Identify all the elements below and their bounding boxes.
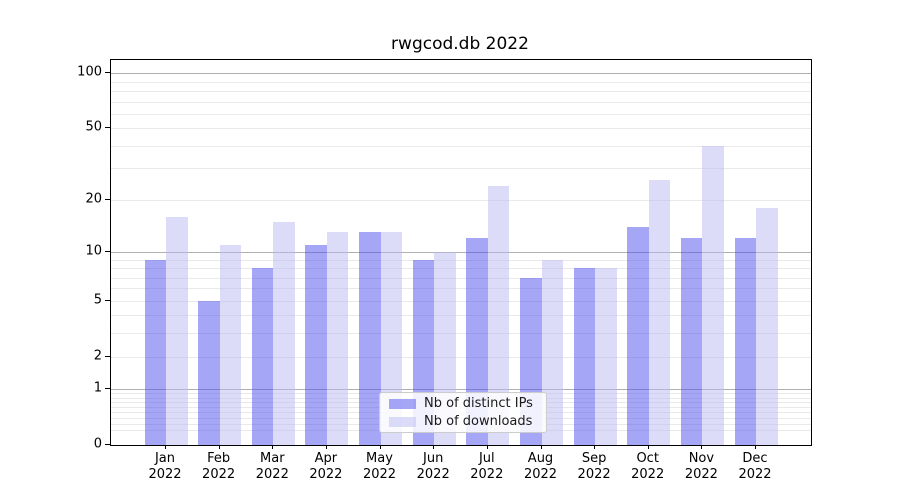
- x-tick-label-oct-2022: Oct 2022: [631, 451, 665, 482]
- bar-mar-2022-ips: [251, 268, 274, 445]
- x-tick-mark-8: [540, 445, 542, 449]
- legend: Nb of distinct IPs Nb of downloads: [379, 392, 547, 433]
- y-tick-mark-0: [105, 444, 110, 445]
- gridline-9: [111, 259, 811, 261]
- gridline-40: [111, 145, 811, 147]
- gridline-3: [111, 333, 811, 335]
- y-tick-mark-2: [105, 355, 110, 357]
- x-tick-mark-2: [218, 445, 220, 449]
- y-tick-label-2: 2: [93, 348, 102, 363]
- legend-label-ips: Nb of distinct IPs: [424, 395, 533, 411]
- gridline-70: [111, 101, 811, 103]
- legend-swatch-downloads: [389, 416, 416, 427]
- bar-apr-2022-downloads: [326, 232, 349, 445]
- gridline-5: [111, 300, 811, 302]
- legend-row-ips: Nb of distinct IPs: [380, 396, 546, 412]
- x-tick-label-apr-2022: Apr 2022: [309, 451, 343, 482]
- y-tick-label-0: 0: [93, 436, 102, 452]
- gridline-8: [111, 268, 811, 269]
- y-tick-label-10: 10: [85, 243, 102, 259]
- bar-jul-2022-downloads: [487, 185, 510, 445]
- bar-may-2022-ips: [359, 232, 381, 445]
- y-tick-mark-1: [105, 388, 110, 390]
- x-tick-label-jan-2022: Jan 2022: [148, 451, 182, 482]
- gridline-100: [111, 73, 811, 75]
- x-tick-label-feb-2022: Feb 2022: [202, 451, 236, 482]
- gridline-90: [111, 81, 811, 83]
- gridline-10: [111, 251, 811, 253]
- gridline-30: [111, 168, 811, 170]
- legend-row-downloads: Nb of downloads: [380, 414, 546, 430]
- y-tick-label-100: 100: [77, 64, 102, 80]
- chart-title: rwgcod.db 2022: [391, 34, 529, 54]
- gridline-50: [111, 128, 811, 130]
- x-tick-label-may-2022: May 2022: [362, 451, 397, 482]
- y-tick-mark-100: [105, 72, 110, 74]
- gridline-6: [111, 288, 811, 290]
- y-tick-label-20: 20: [85, 191, 102, 207]
- x-tick-mark-11: [701, 445, 703, 449]
- y-tick-label-1: 1: [93, 380, 102, 396]
- legend-swatch-ips: [389, 398, 416, 409]
- gridline-20: [111, 199, 811, 201]
- x-tick-label-jun-2022: Jun 2022: [416, 451, 450, 482]
- x-tick-mark-1: [165, 445, 166, 449]
- x-tick-label-nov-2022: Nov 2022: [684, 451, 718, 482]
- bar-jan-2022-ips: [144, 259, 166, 445]
- bar-jan-2022-downloads: [166, 216, 188, 445]
- x-tick-mark-6: [433, 445, 435, 449]
- x-tick-label-mar-2022: Mar 2022: [255, 451, 289, 482]
- bar-oct-2022-downloads: [648, 179, 671, 445]
- legend-label-downloads: Nb of downloads: [424, 413, 533, 429]
- y-tick-mark-10: [105, 250, 110, 252]
- x-tick-label-sep-2022: Sep 2022: [577, 451, 611, 482]
- bar-dec-2022-downloads: [756, 207, 778, 445]
- gridline-80: [111, 91, 811, 92]
- x-tick-mark-7: [486, 445, 488, 449]
- x-tick-mark-9: [594, 445, 596, 449]
- y-tick-label-50: 50: [85, 119, 102, 135]
- x-tick-mark-3: [272, 445, 274, 449]
- bar-apr-2022-ips: [305, 244, 327, 445]
- x-tick-mark-10: [647, 445, 649, 449]
- bar-dec-2022-ips: [734, 238, 756, 445]
- gridline-7: [111, 277, 811, 279]
- y-tick-mark-50: [105, 127, 110, 129]
- bar-sep-2022-downloads: [595, 268, 617, 445]
- bar-may-2022-downloads: [380, 232, 402, 445]
- plot-area: [110, 59, 812, 446]
- x-tick-label-jul-2022: Jul 2022: [470, 451, 504, 482]
- bar-mar-2022-downloads: [273, 221, 295, 445]
- x-tick-mark-5: [379, 445, 381, 449]
- gridline-1: [111, 389, 811, 391]
- bar-nov-2022-downloads: [702, 145, 724, 445]
- y-tick-label-5: 5: [93, 292, 102, 308]
- bar-oct-2022-ips: [627, 226, 649, 445]
- gridline-2: [111, 356, 811, 358]
- gridline-60: [111, 113, 811, 115]
- bar-nov-2022-ips: [680, 238, 703, 445]
- gridline-4: [111, 315, 811, 317]
- bar-feb-2022-ips: [198, 300, 220, 445]
- x-tick-label-aug-2022: Aug 2022: [523, 451, 558, 482]
- x-tick-mark-4: [325, 445, 327, 449]
- y-tick-mark-20: [105, 198, 110, 200]
- x-tick-mark-12: [755, 445, 756, 449]
- bar-sep-2022-ips: [573, 268, 596, 445]
- y-tick-mark-5: [105, 299, 110, 301]
- x-tick-label-dec-2022: Dec 2022: [738, 451, 772, 482]
- bar-feb-2022-downloads: [219, 244, 242, 445]
